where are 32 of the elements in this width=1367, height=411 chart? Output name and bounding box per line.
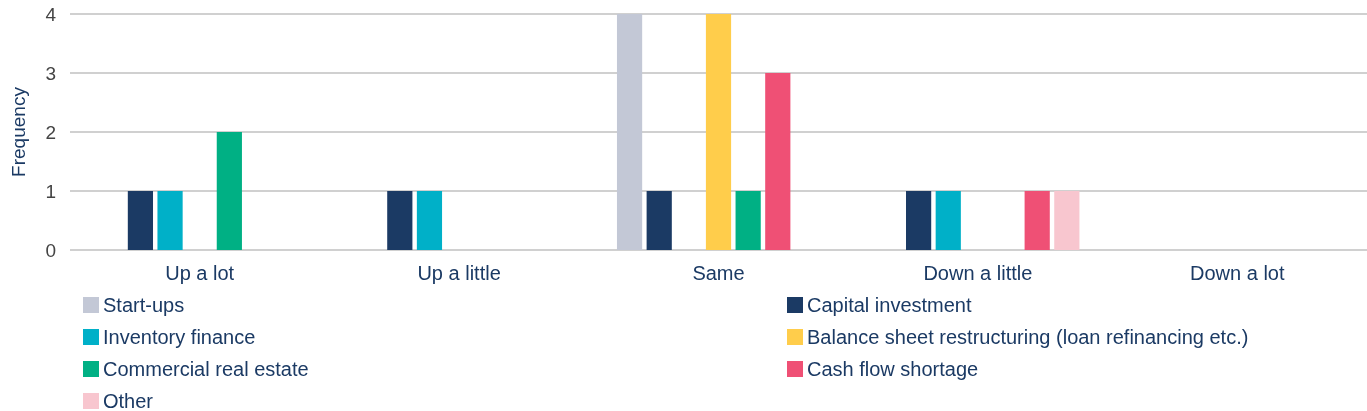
- legend-label: Start-ups: [103, 294, 185, 316]
- y-axis-title: Frequency: [8, 86, 29, 177]
- bar: [387, 191, 413, 250]
- legend-label: Cash flow shortage: [807, 358, 979, 380]
- y-tick-label: 4: [45, 3, 57, 25]
- bar: [1054, 191, 1080, 250]
- bar: [157, 191, 183, 250]
- y-tick-label: 3: [45, 62, 56, 84]
- bar: [705, 14, 732, 250]
- bar: [616, 14, 643, 250]
- y-tick-label: 2: [45, 121, 56, 143]
- bar: [935, 191, 961, 250]
- y-tick-label: 0: [45, 239, 56, 261]
- x-tick-label: Same: [692, 262, 745, 284]
- bar: [416, 191, 443, 250]
- legend-label: Balance sheet restructuring (loan refinancing etc.): [807, 326, 1249, 348]
- bar: [1024, 191, 1050, 250]
- bar: [646, 191, 672, 250]
- legend-label: Capital investment: [807, 294, 972, 316]
- bar: [216, 132, 242, 250]
- bar: [735, 191, 761, 250]
- x-tick-label: Up a little: [417, 262, 501, 284]
- x-tick-label: Down a lot: [1190, 262, 1285, 284]
- legend-label: Inventory finance: [103, 326, 256, 348]
- bar: [906, 191, 932, 250]
- bar: [765, 73, 791, 250]
- x-tick-label: Up a lot: [165, 262, 235, 284]
- legend-label: Other: [103, 390, 154, 411]
- y-tick-label: 1: [45, 180, 56, 202]
- legend-label: Commercial real estate: [103, 358, 309, 380]
- bar: [127, 191, 154, 250]
- x-tick-label: Down a little: [923, 262, 1033, 284]
